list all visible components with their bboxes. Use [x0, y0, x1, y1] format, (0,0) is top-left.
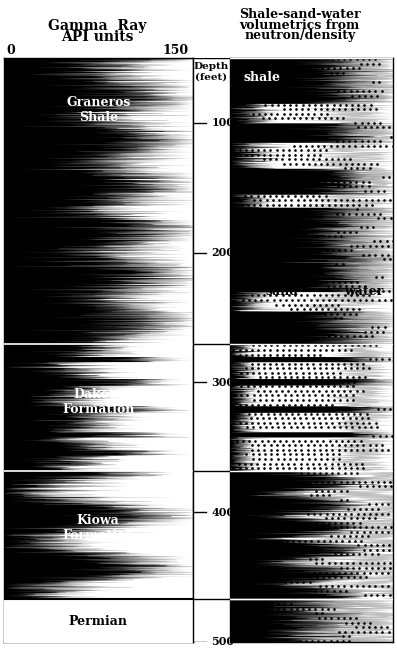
Text: Graneros
Shale: Graneros Shale	[66, 96, 131, 124]
Text: 500: 500	[211, 636, 234, 647]
Text: Permian: Permian	[69, 615, 128, 628]
Text: Gamma  Ray: Gamma Ray	[48, 19, 146, 33]
Text: sand: sand	[266, 285, 299, 298]
Text: 200: 200	[211, 247, 234, 258]
Text: water: water	[344, 285, 384, 298]
Text: shale: shale	[243, 71, 280, 84]
Text: neutron/density: neutron/density	[244, 29, 355, 42]
Text: Dakota
Formation: Dakota Formation	[62, 388, 135, 416]
Text: API units: API units	[61, 30, 133, 44]
Text: 0: 0	[6, 44, 15, 56]
Text: 300: 300	[211, 377, 234, 388]
Text: Shale-sand-water: Shale-sand-water	[239, 8, 360, 21]
Text: 150: 150	[162, 44, 189, 56]
Text: Depth
(feet): Depth (feet)	[194, 62, 229, 81]
Text: volumetrics from: volumetrics from	[240, 19, 360, 31]
Text: 100: 100	[211, 117, 234, 129]
Text: 400: 400	[211, 507, 234, 518]
Text: Kiowa
Formation: Kiowa Formation	[62, 514, 135, 542]
